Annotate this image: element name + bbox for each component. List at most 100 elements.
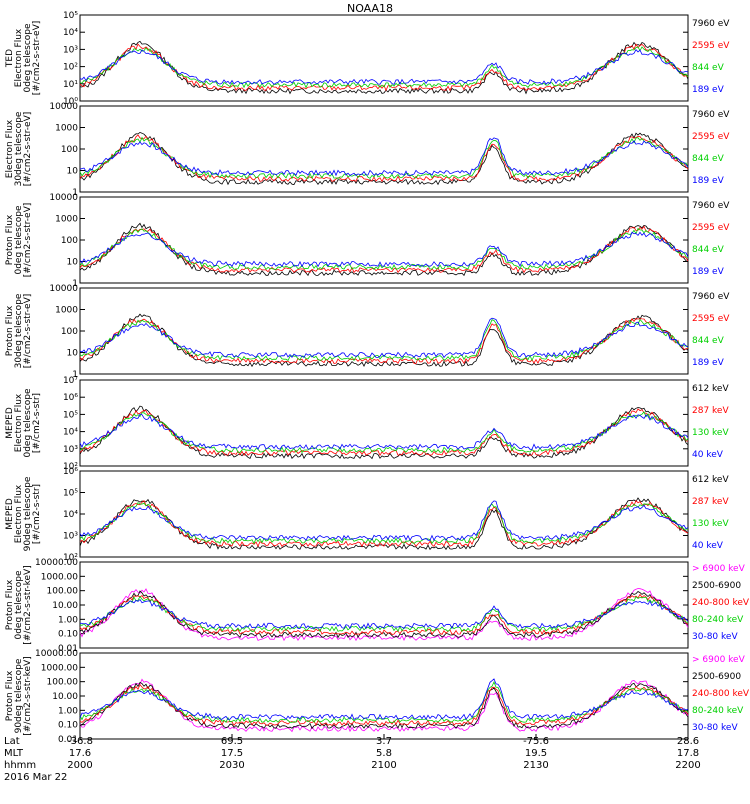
y-tick-label: 10⁵ bbox=[63, 410, 78, 420]
footer-date: 2016 Mar 22 bbox=[4, 772, 67, 783]
panel-1: 1 10 100 1000 10000 Electron Flux 30deg telesc… bbox=[5, 102, 730, 198]
footer-label-hhmm: hhmm bbox=[4, 760, 36, 771]
x-tick-lat: -75.6 bbox=[523, 736, 549, 747]
x-tick-mlt: 5.8 bbox=[376, 748, 392, 759]
x-tick-lat: -36.8 bbox=[67, 736, 93, 747]
series-line bbox=[79, 411, 689, 454]
y-tick-label: 0.01 bbox=[58, 644, 78, 654]
y-tick-label: 100 bbox=[61, 236, 78, 246]
legend-entry: 30-80 keV bbox=[692, 632, 738, 642]
legend-entry: 2500-6900 bbox=[692, 672, 741, 682]
legend-entry: 2595 eV bbox=[692, 314, 730, 324]
y-axis-label: 90deg telescope bbox=[23, 476, 33, 551]
legend-entry: 612 keV bbox=[692, 475, 729, 485]
legend-entry: 844 eV bbox=[692, 336, 725, 346]
series-line bbox=[79, 502, 689, 545]
legend-entry: 189 eV bbox=[692, 85, 725, 95]
y-tick-label: 0.01 bbox=[58, 735, 78, 745]
x-tick-lat: 69.5 bbox=[221, 736, 243, 747]
y-tick-label: 0.10 bbox=[58, 721, 78, 731]
legend-entry: 40 keV bbox=[692, 450, 724, 460]
series-line bbox=[79, 231, 689, 268]
y-tick-label: 10000 bbox=[49, 284, 78, 294]
y-tick-label: 10⁷ bbox=[63, 376, 78, 386]
series-line bbox=[79, 588, 689, 642]
panel-7: 0.01 0.10 1.00 10.00 100.00 1000.00 10000.00 Pr… bbox=[5, 649, 750, 745]
series-line bbox=[79, 683, 689, 727]
series-line bbox=[79, 405, 689, 460]
legend-entry: 287 keV bbox=[692, 497, 729, 507]
legend-entry: 287 keV bbox=[692, 406, 729, 416]
y-tick-label: 10⁶ bbox=[63, 393, 78, 403]
series-line bbox=[79, 408, 688, 457]
y-tick-label: 100.00 bbox=[47, 587, 79, 597]
legend-entry: 130 keV bbox=[692, 428, 729, 438]
y-axis-label: [#/cm2-s-str-keV] bbox=[23, 565, 33, 644]
footer-label-mlt: MLT bbox=[4, 748, 24, 759]
series-line bbox=[79, 590, 689, 639]
legend-entry: 189 eV bbox=[692, 176, 725, 186]
legend-entry: 80-240 keV bbox=[692, 615, 744, 625]
y-axis-label: [#/cm2-s-str-eV] bbox=[23, 112, 33, 187]
y-tick-label: 10⁴ bbox=[63, 510, 78, 520]
legend-entry: 189 eV bbox=[692, 358, 725, 368]
legend-entry: 7960 eV bbox=[692, 110, 730, 120]
y-tick-label: 10000 bbox=[49, 102, 78, 112]
y-axis-label: [#/cm2-s-str] bbox=[32, 393, 42, 453]
y-tick-label: 0.10 bbox=[58, 630, 78, 640]
legend-entry: 7960 eV bbox=[692, 201, 730, 211]
y-tick-label: 10⁰ bbox=[63, 97, 78, 107]
legend-entry: 844 eV bbox=[692, 63, 725, 73]
y-tick-label: 1000 bbox=[55, 215, 78, 225]
panel-frame bbox=[79, 652, 689, 740]
y-axis-label: Proton Flux bbox=[5, 305, 15, 356]
y-tick-label: 1.00 bbox=[58, 706, 78, 716]
x-tick-mlt: 17.6 bbox=[69, 748, 91, 759]
series-line bbox=[79, 318, 689, 362]
y-tick-label: 1000.00 bbox=[41, 572, 78, 582]
legend-entry: 240-800 keV bbox=[692, 689, 750, 699]
chart-title: NOAA18 bbox=[347, 2, 393, 15]
y-axis-label: 90deg telescope bbox=[14, 658, 24, 733]
legend-entry: 2595 eV bbox=[692, 223, 730, 233]
y-tick-label: 10000.00 bbox=[35, 649, 78, 659]
legend-entry: 844 eV bbox=[692, 245, 725, 255]
legend-entry: > 6900 keV bbox=[692, 564, 746, 574]
series-line bbox=[79, 595, 689, 633]
y-axis-label: Electron Flux bbox=[14, 393, 24, 452]
legend-entry: 30-80 keV bbox=[692, 723, 738, 733]
y-axis-label: [#/cm2-s-str-eV] bbox=[23, 203, 33, 278]
y-tick-label: 10³ bbox=[63, 532, 78, 542]
y-tick-label: 1.00 bbox=[58, 615, 78, 625]
panel-6: 0.01 0.10 1.00 10.00 100.00 1000.00 10000.00 Pr… bbox=[5, 558, 750, 654]
panel-2: 1 10 100 1000 10000 Proton Flux 0deg telescope… bbox=[5, 193, 730, 289]
y-tick-label: 10³ bbox=[63, 45, 78, 55]
y-tick-label: 10² bbox=[63, 553, 78, 563]
series-line bbox=[79, 413, 689, 450]
y-tick-label: 100 bbox=[61, 327, 78, 337]
legend-entry: 80-240 keV bbox=[692, 706, 744, 716]
y-axis-label: Proton Flux bbox=[5, 579, 15, 630]
legend-entry: 130 keV bbox=[692, 519, 729, 529]
panel-frame bbox=[79, 196, 689, 284]
legend-entry: 2595 eV bbox=[692, 132, 730, 142]
y-tick-label: 10⁴ bbox=[63, 428, 78, 438]
series-line bbox=[79, 225, 689, 274]
y-tick-label: 10 bbox=[67, 167, 79, 177]
y-tick-label: 1 bbox=[72, 279, 78, 289]
y-tick-label: 1 bbox=[72, 370, 78, 380]
legend-entry: 40 keV bbox=[692, 541, 724, 551]
y-axis-label: [#/cm2-s-str-eV] bbox=[23, 294, 33, 369]
y-tick-label: 10000 bbox=[49, 193, 78, 203]
series-line bbox=[79, 680, 689, 723]
legend-entry: 7960 eV bbox=[692, 19, 730, 29]
series-line bbox=[79, 131, 689, 186]
series-line bbox=[79, 497, 689, 551]
y-axis-label: MEPED bbox=[5, 498, 15, 530]
series-line bbox=[79, 678, 689, 721]
x-tick-mlt: 19.5 bbox=[525, 748, 547, 759]
y-tick-label: 10³ bbox=[63, 445, 78, 455]
